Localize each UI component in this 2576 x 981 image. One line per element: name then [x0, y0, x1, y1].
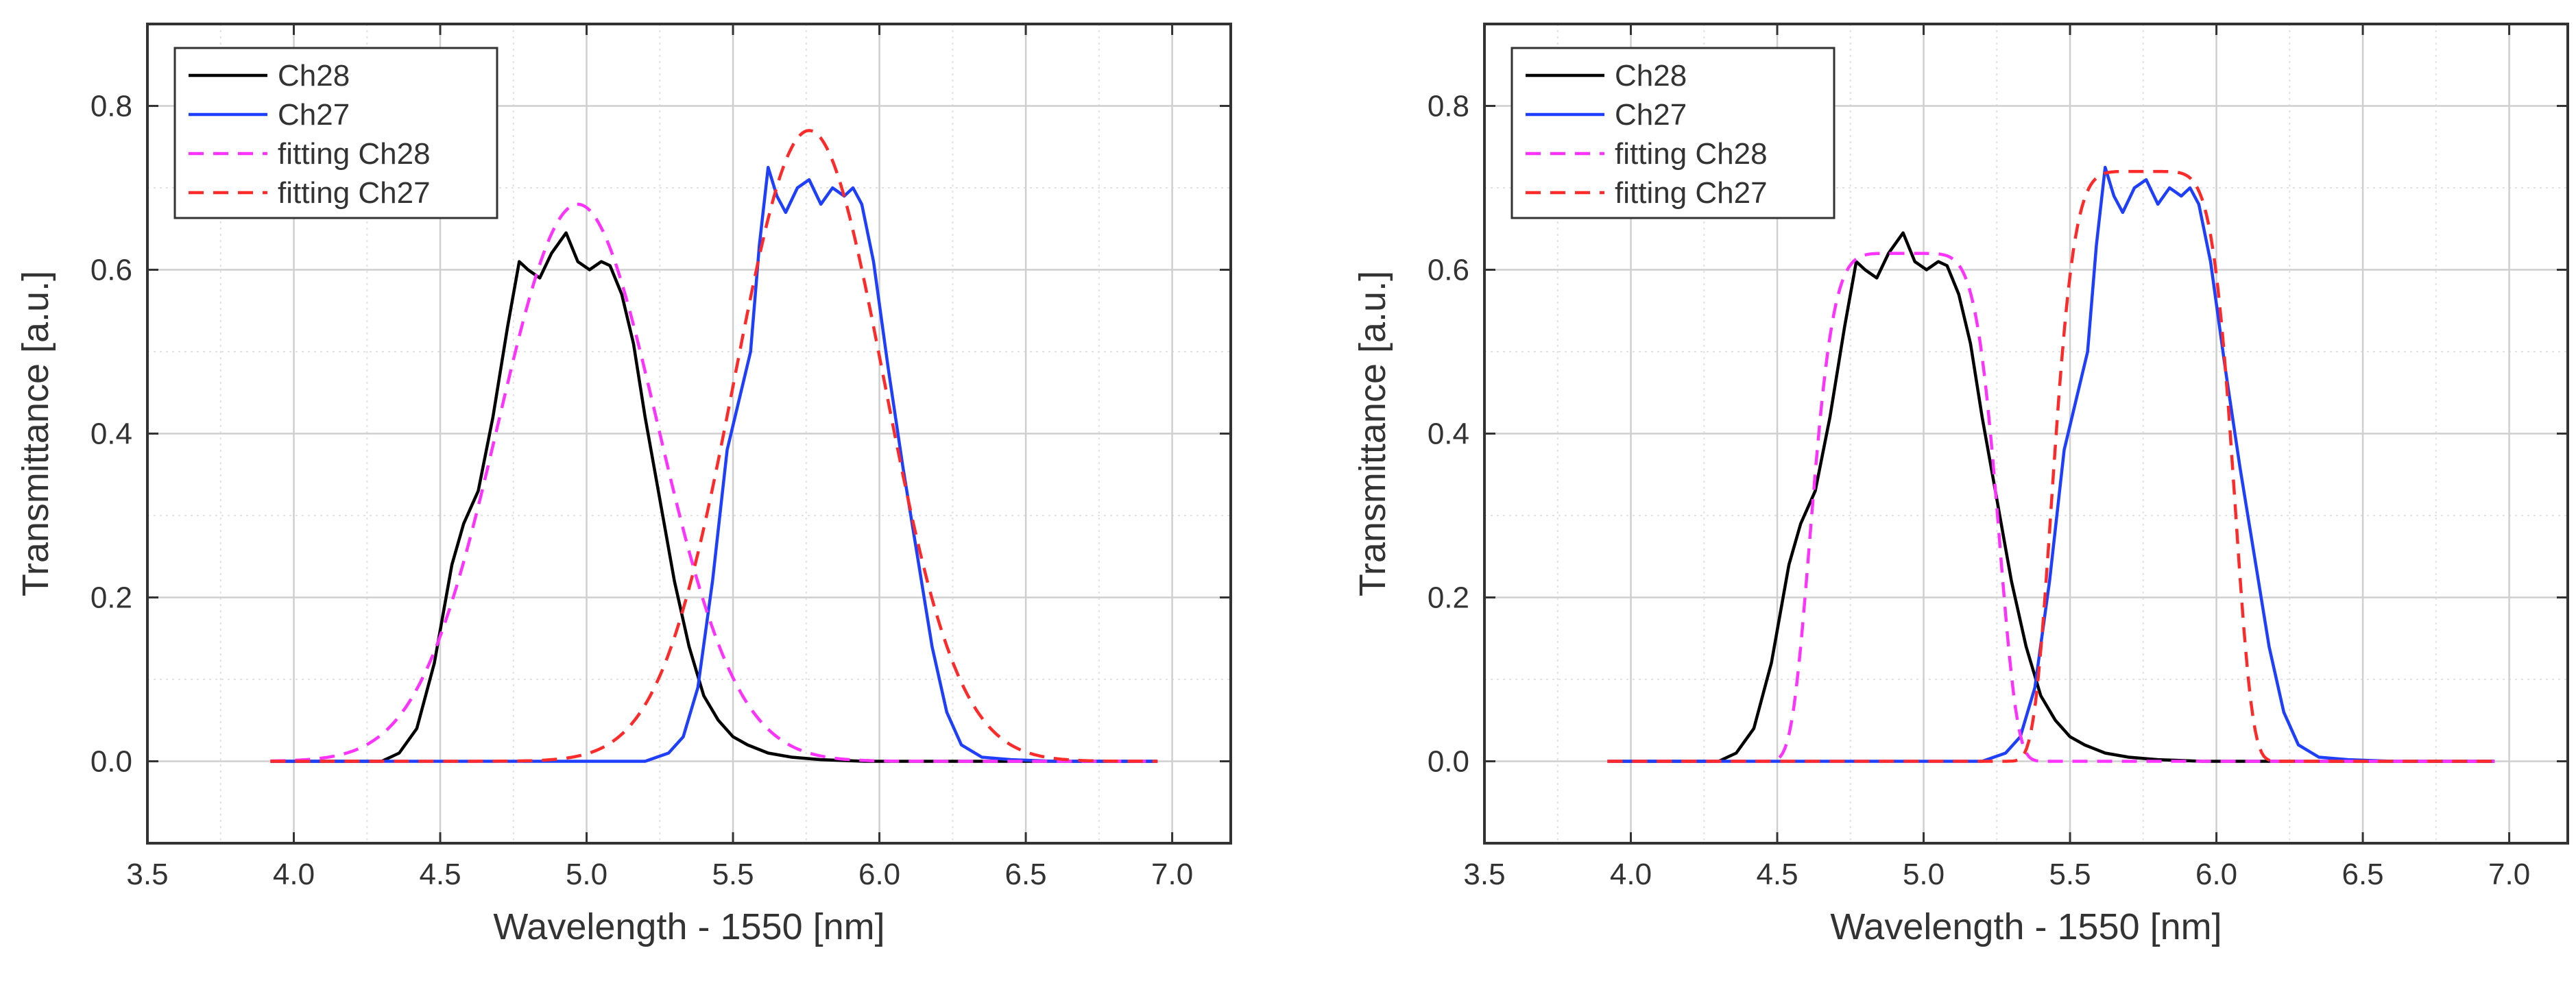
chart-panel-2: 3.5 4.0 4.5 5.0 5.5 6.0 6.5 7.0 0.0 0.2 0.4 0.6 0.8 W…: [1352, 23, 2569, 947]
y-tick-label: 0.4: [1428, 417, 1469, 451]
series-line-fitting-ch27: [1607, 169, 2495, 763]
y-tick-label: 0.0: [91, 745, 132, 779]
y-tick-label: 0.2: [1428, 581, 1469, 615]
y-axis-title: Transmittance [a.u.]: [15, 271, 56, 596]
series-line-fitting-ch28: [1607, 252, 2495, 763]
x-tick-label: 7.0: [2488, 858, 2530, 891]
y-axis-title: Transmittance [a.u.]: [1352, 271, 1393, 596]
series-line-fitting-ch28: [270, 202, 1158, 763]
x-tick-label: 5.5: [2049, 858, 2091, 891]
y-tick-label: 0.8: [91, 90, 132, 123]
y-tick-label: 0.0: [1428, 745, 1469, 779]
legend-label: fitting Ch28: [1615, 137, 1768, 171]
legend-label: Ch27: [1615, 98, 1687, 132]
series-line-ch27: [270, 165, 1158, 763]
x-tick-label: 3.5: [1463, 858, 1505, 891]
y-tick-label: 0.6: [91, 254, 132, 287]
y-tick-label: 0.8: [1428, 90, 1469, 123]
x-axis-title: Wavelength - 1550 [nm]: [1830, 906, 2222, 947]
series-line-ch28: [270, 231, 1158, 763]
x-tick-label: 5.0: [1903, 858, 1945, 891]
x-tick-label: 7.0: [1151, 858, 1193, 891]
x-tick-label: 4.0: [1610, 858, 1652, 891]
y-tick-label: 0.4: [91, 417, 132, 451]
series-line-fitting-ch27: [270, 129, 1158, 763]
legend: Ch28 Ch27 fitting Ch28 fitting Ch27: [1510, 47, 1835, 219]
x-tick-label: 6.5: [1004, 858, 1046, 891]
chart-panel-1: 3.5 4.0 4.5 5.0 5.5 6.0 6.5 7.0 0.0 0.2 0.4 0.6 0.8 W…: [15, 23, 1232, 947]
legend-label: Ch28: [1615, 59, 1687, 93]
x-tick-label: 5.5: [712, 858, 754, 891]
legend-label: fitting Ch27: [278, 176, 431, 210]
x-tick-label: 4.5: [419, 858, 461, 891]
x-tick-label: 6.5: [2342, 858, 2383, 891]
y-tick-label: 0.6: [1428, 254, 1469, 287]
legend-label: fitting Ch28: [278, 137, 431, 171]
legend: Ch28 Ch27 fitting Ch28 fitting Ch27: [173, 47, 498, 219]
x-tick-label: 5.0: [566, 858, 607, 891]
x-tick-label: 6.0: [2195, 858, 2237, 891]
series-line-ch27: [1607, 165, 2495, 763]
x-tick-label: 4.5: [1756, 858, 1798, 891]
series-line-ch28: [1607, 231, 2495, 763]
legend-label: Ch28: [278, 59, 350, 93]
x-tick-label: 6.0: [858, 858, 900, 891]
legend-label: Ch27: [278, 98, 350, 132]
x-tick-label: 3.5: [126, 858, 168, 891]
y-tick-label: 0.2: [91, 581, 132, 615]
x-axis-title: Wavelength - 1550 [nm]: [493, 906, 884, 947]
x-tick-label: 4.0: [273, 858, 315, 891]
legend-label: fitting Ch27: [1615, 176, 1768, 210]
